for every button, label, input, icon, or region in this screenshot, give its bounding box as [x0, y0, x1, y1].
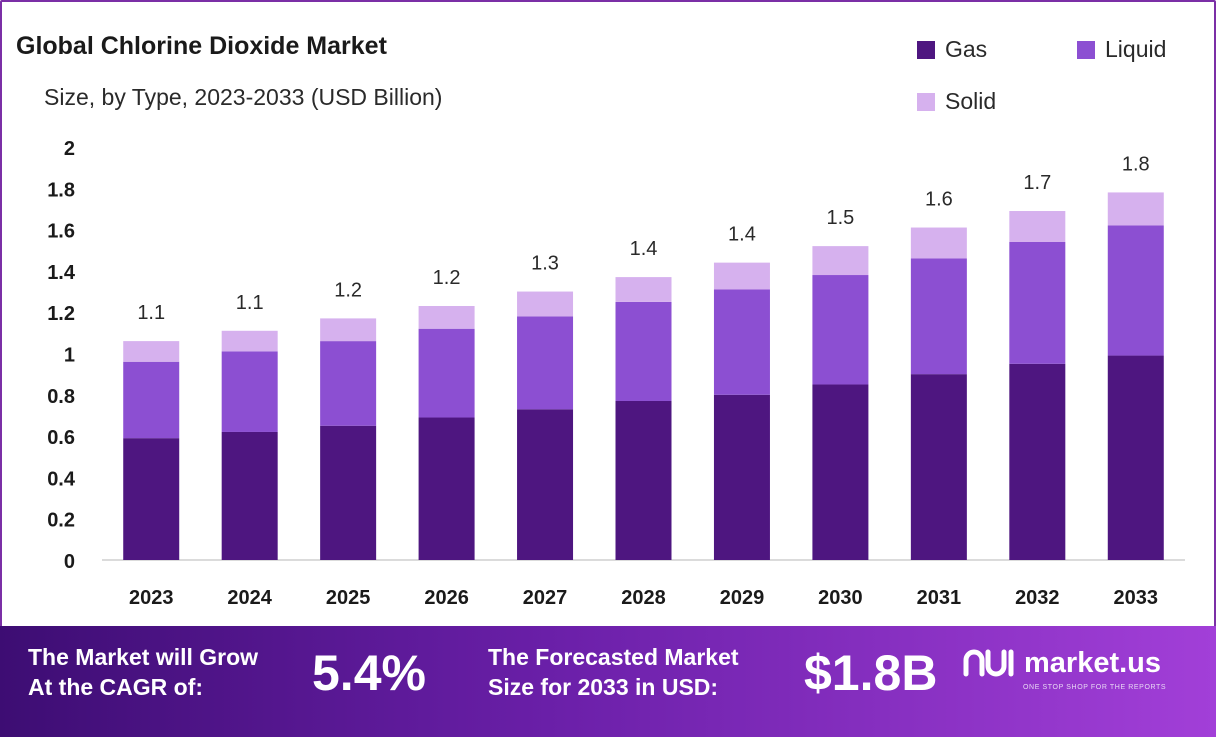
bar-total-label: 1.4 — [630, 238, 658, 260]
cagr-label-line1: The Market will Grow — [28, 644, 259, 670]
x-tick-label: 2026 — [424, 587, 469, 609]
x-tick-label: 2029 — [720, 587, 765, 609]
forecast-label: The Forecasted Market Size for 2033 in U… — [488, 642, 739, 702]
forecast-label-line1: The Forecasted Market — [488, 644, 739, 670]
x-tick-label: 2027 — [523, 587, 568, 609]
bar-segment-gas-2029 — [713, 394, 770, 560]
bar-total-label: 1.4 — [728, 224, 756, 246]
legend-item-gas: Gas — [917, 36, 987, 63]
chart-subtitle: Size, by Type, 2023-2033 (USD Billion) — [44, 84, 443, 110]
legend-label-solid: Solid — [945, 88, 997, 114]
brand-logo: market.us — [962, 646, 1161, 680]
y-tick-label: 0 — [64, 551, 75, 573]
legend-item-liquid: Liquid — [1077, 36, 1166, 63]
bar-segment-solid-2025 — [320, 318, 377, 342]
x-tick-label: 2028 — [621, 587, 666, 609]
bar-segment-solid-2030 — [812, 246, 869, 276]
x-tick-label: 2032 — [1015, 587, 1060, 609]
bar-total-label: 1.3 — [531, 253, 559, 275]
y-tick-label: 0.2 — [47, 510, 75, 532]
bar-segment-gas-2032 — [1009, 363, 1066, 560]
bar-segment-gas-2023 — [123, 438, 180, 560]
bar-segment-liquid-2032 — [1009, 241, 1066, 364]
legend-label-liquid: Liquid — [1105, 36, 1167, 62]
y-tick-label: 1 — [64, 345, 75, 367]
bar-segment-liquid-2023 — [123, 361, 180, 439]
forecast-value: $1.8B — [804, 645, 938, 701]
bar-total-label: 1.2 — [433, 267, 461, 289]
bar-segment-gas-2024 — [221, 431, 278, 560]
bar-segment-gas-2025 — [320, 425, 377, 560]
bar-segment-gas-2033 — [1107, 355, 1164, 560]
brand-tagline: ONE STOP SHOP FOR THE REPORTS — [1023, 684, 1167, 691]
forecast-label-line2: Size for 2033 in USD: — [488, 674, 719, 700]
bar-segment-liquid-2024 — [221, 351, 278, 432]
legend-swatch-liquid — [1077, 40, 1095, 59]
bar-total-label: 1.7 — [1023, 172, 1051, 194]
bar-segment-solid-2033 — [1107, 192, 1164, 226]
bar-segment-gas-2030 — [812, 384, 869, 560]
y-tick-label: 1.4 — [47, 262, 76, 284]
y-tick-label: 0.8 — [47, 386, 75, 408]
bar-total-label: 1.5 — [827, 207, 855, 229]
bar-total-label: 1.1 — [236, 292, 264, 314]
y-tick-label: 0.6 — [47, 427, 75, 449]
cagr-label: The Market will Grow At the CAGR of: — [28, 642, 258, 702]
bar-segment-solid-2023 — [123, 341, 180, 362]
footer-banner: The Market will Grow At the CAGR of: 5.4… — [0, 626, 1216, 737]
x-tick-label: 2025 — [326, 587, 371, 609]
bar-segment-solid-2027 — [517, 291, 574, 317]
bar-segment-liquid-2029 — [713, 289, 770, 395]
y-tick-label: 1.6 — [47, 221, 75, 243]
bar-segment-gas-2026 — [418, 417, 475, 560]
bar-segment-solid-2031 — [910, 227, 967, 259]
bar-segment-solid-2029 — [713, 262, 770, 290]
x-tick-label: 2023 — [129, 587, 174, 609]
legend-swatch-solid — [917, 92, 935, 111]
bar-segment-liquid-2026 — [418, 328, 475, 418]
bar-total-label: 1.8 — [1122, 153, 1150, 175]
bar-segment-gas-2028 — [615, 400, 672, 560]
legend-item-solid: Solid — [917, 88, 996, 115]
bar-segment-liquid-2028 — [615, 301, 672, 401]
bar-segment-liquid-2027 — [517, 316, 574, 410]
x-tick-label: 2033 — [1114, 587, 1159, 609]
market-us-logo-icon — [963, 649, 1014, 677]
y-tick-label: 1.2 — [47, 303, 75, 325]
chart-title: Global Chlorine Dioxide Market — [16, 32, 387, 60]
cagr-label-line2: At the CAGR of: — [28, 674, 204, 700]
bar-segment-solid-2028 — [615, 277, 672, 302]
bar-total-label: 1.2 — [334, 279, 362, 301]
x-tick-label: 2024 — [227, 587, 272, 609]
bar-segment-liquid-2031 — [910, 258, 967, 375]
legend-swatch-gas — [917, 40, 935, 59]
bar-total-label: 1.6 — [925, 189, 953, 211]
bar-segment-solid-2026 — [418, 306, 475, 329]
y-tick-label: 1.8 — [47, 179, 75, 201]
bar-segment-gas-2031 — [910, 374, 967, 560]
bar-segment-liquid-2033 — [1107, 225, 1164, 356]
stacked-bar-chart: 0 0.2 0.4 0.6 0.8 1 1.2 1.4 1.6 1.8 2 1.1 2023 1.1 202… — [47, 138, 1185, 609]
bar-segment-solid-2024 — [221, 330, 278, 352]
brand-name: market.us — [1024, 646, 1162, 679]
y-tick-label: 0.4 — [47, 468, 76, 490]
bar-segment-solid-2032 — [1009, 211, 1066, 242]
bar-segment-liquid-2025 — [320, 341, 377, 426]
y-tick-label: 2 — [64, 138, 75, 160]
bar-total-label: 1.1 — [137, 302, 165, 324]
cagr-value: 5.4% — [312, 645, 426, 701]
legend-label-gas: Gas — [945, 36, 988, 62]
bar-segment-gas-2027 — [517, 409, 574, 560]
x-tick-label: 2030 — [818, 587, 863, 609]
bar-segment-liquid-2030 — [812, 275, 869, 385]
x-tick-label: 2031 — [917, 587, 962, 609]
